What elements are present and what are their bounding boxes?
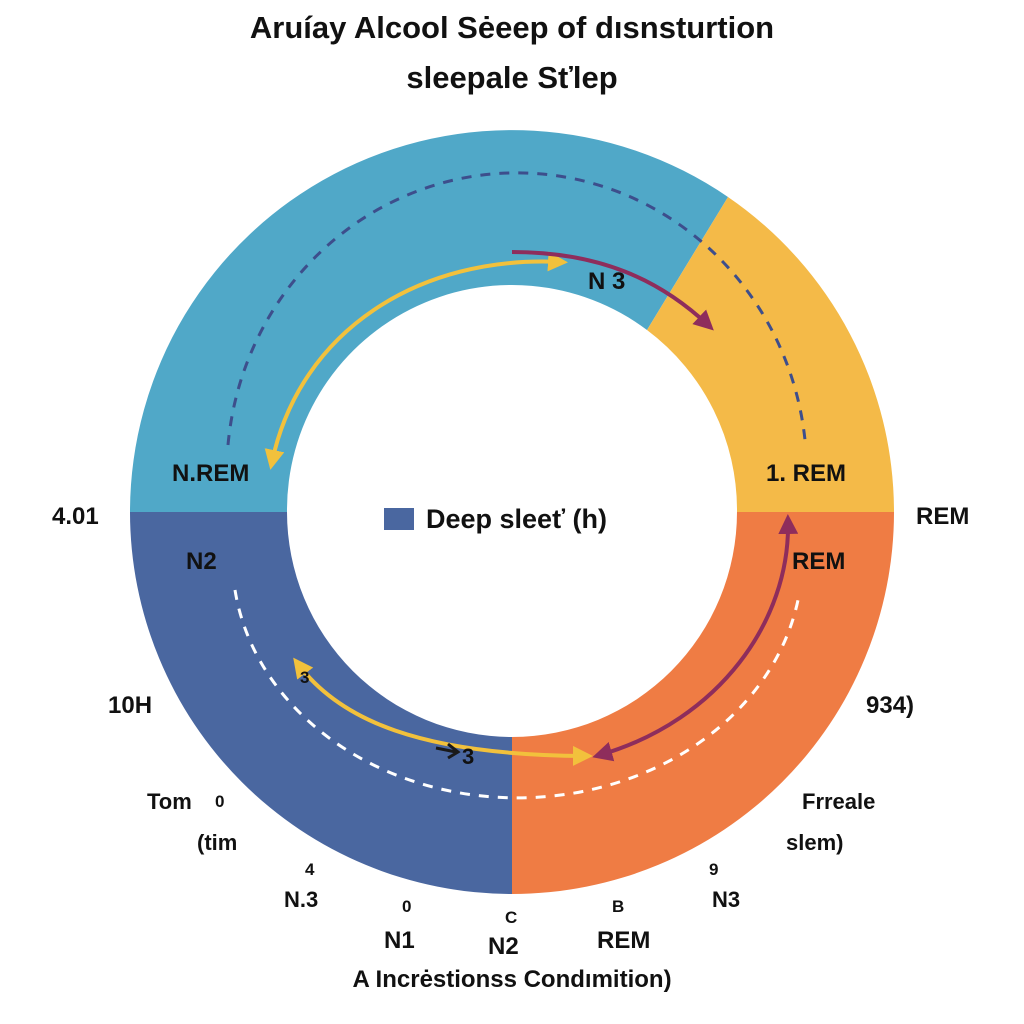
rem-right-label: 1. REM	[766, 460, 847, 487]
legend: Deep sleeť (h)	[384, 504, 607, 534]
outer-rem-bottom: REM	[597, 927, 651, 954]
nrem-left-label: N.REM	[172, 460, 250, 487]
outer-right-934: 934)	[866, 692, 915, 719]
arrow-purple-top	[511, 250, 714, 331]
arrow-dark-bottom	[435, 742, 461, 760]
outer-freale: Frreale	[802, 789, 876, 814]
outer-b: B	[612, 897, 625, 916]
outer-n2: N2	[488, 933, 519, 960]
outer-nine: 9	[709, 860, 719, 879]
n3-top-label: N 3	[588, 268, 626, 295]
outer-slem: slem)	[786, 830, 844, 855]
footer-caption: A Incrėstionss Condımition)	[352, 966, 672, 993]
outer-left-value: 4.01	[52, 503, 99, 530]
n2-left-label: N2	[186, 548, 217, 575]
outer-right-rem: REM	[916, 503, 970, 530]
small-3-bottom-label: 3	[462, 744, 475, 769]
outer-zero-bottom: 0	[402, 897, 412, 916]
title-line-1: Aruíay Alcool Sėeep of dısnsturtion	[249, 10, 775, 45]
rem-inner-label: REM	[792, 548, 846, 575]
outer-n3-left: N.3	[284, 887, 319, 912]
outer-left-10h: 10H	[108, 692, 153, 719]
outer-four: 4	[305, 860, 315, 879]
outer-tim: (tim	[197, 830, 238, 855]
outer-tom-zero: 0	[215, 792, 225, 811]
legend-label: Deep sleeť (h)	[426, 503, 607, 534]
ring-segment-yellow	[647, 197, 894, 512]
outer-c: C	[505, 908, 518, 927]
small-3-left-label: 3	[300, 668, 310, 687]
title-line-2: sleepale Sťlep	[406, 60, 618, 95]
outer-n3-right: N3	[712, 887, 741, 912]
outer-n1: N1	[384, 927, 415, 954]
arrow-yellow-top	[264, 251, 568, 470]
outer-tom: Tom	[147, 789, 192, 814]
arrow-yellow-bottom	[293, 657, 593, 766]
legend-swatch	[384, 508, 414, 530]
arrow-purple-right	[592, 514, 799, 762]
